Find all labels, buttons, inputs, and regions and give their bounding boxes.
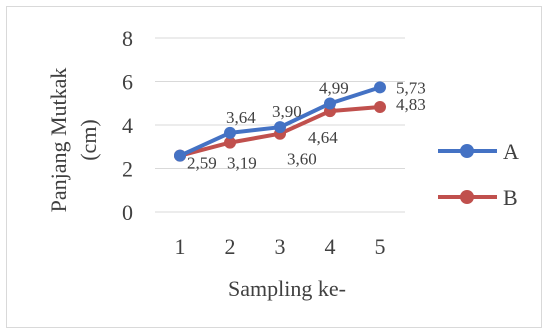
- data-label-a: 3,90: [272, 102, 302, 121]
- legend-label-b: B: [503, 185, 518, 210]
- x-tick-label: 2: [225, 234, 236, 259]
- y-axis-title-line-2: (cm): [76, 119, 101, 161]
- y-tick-label: 4: [122, 113, 133, 138]
- y-tick-label: 0: [122, 200, 133, 225]
- y-tick-label: 2: [122, 157, 133, 182]
- data-label-a: 4,99: [319, 78, 349, 97]
- data-point-a: [274, 121, 286, 134]
- data-label-b: 3,19: [227, 154, 257, 173]
- data-point-a: [374, 81, 386, 94]
- y-tick-label: 8: [122, 26, 133, 51]
- data-label-b: 4,64: [308, 128, 338, 147]
- y-axis-title-line-1: Panjang Mutkak: [46, 68, 71, 213]
- series-layer: [174, 81, 386, 162]
- chart-frame: [6, 6, 542, 328]
- data-point-a: [174, 149, 186, 162]
- data-point-b: [374, 100, 386, 113]
- legend-marker-b: [460, 190, 474, 204]
- data-label-b: 3,60: [287, 150, 317, 169]
- data-point-b: [224, 136, 236, 149]
- data-labels: 3,64 3,90 4,99 5,73 2,59 3,19 3,60 4,64 4,83: [187, 78, 426, 172]
- y-tick-label: 6: [122, 70, 133, 95]
- x-tick-label: 3: [275, 234, 286, 259]
- data-label-b: 4,83: [396, 95, 426, 114]
- legend: AB: [438, 139, 519, 210]
- x-tick-label: 1: [175, 234, 186, 259]
- x-tick-label: 5: [375, 234, 386, 259]
- x-tick-label: 4: [325, 234, 336, 259]
- legend-marker-a: [460, 144, 474, 158]
- data-label-a: 3,64: [226, 108, 256, 127]
- gridlines: [155, 37, 405, 213]
- legend-label-a: A: [503, 139, 519, 164]
- y-axis-ticks: 0 2 4 6 8: [122, 26, 133, 225]
- data-label-b: 2,59: [187, 154, 217, 173]
- data-point-a: [324, 97, 336, 110]
- x-axis-title: Sampling ke-: [228, 276, 346, 301]
- x-axis-ticks: 1 2 3 4 5: [175, 234, 386, 259]
- data-label-a: 5,73: [396, 78, 426, 97]
- data-point-a: [224, 126, 236, 139]
